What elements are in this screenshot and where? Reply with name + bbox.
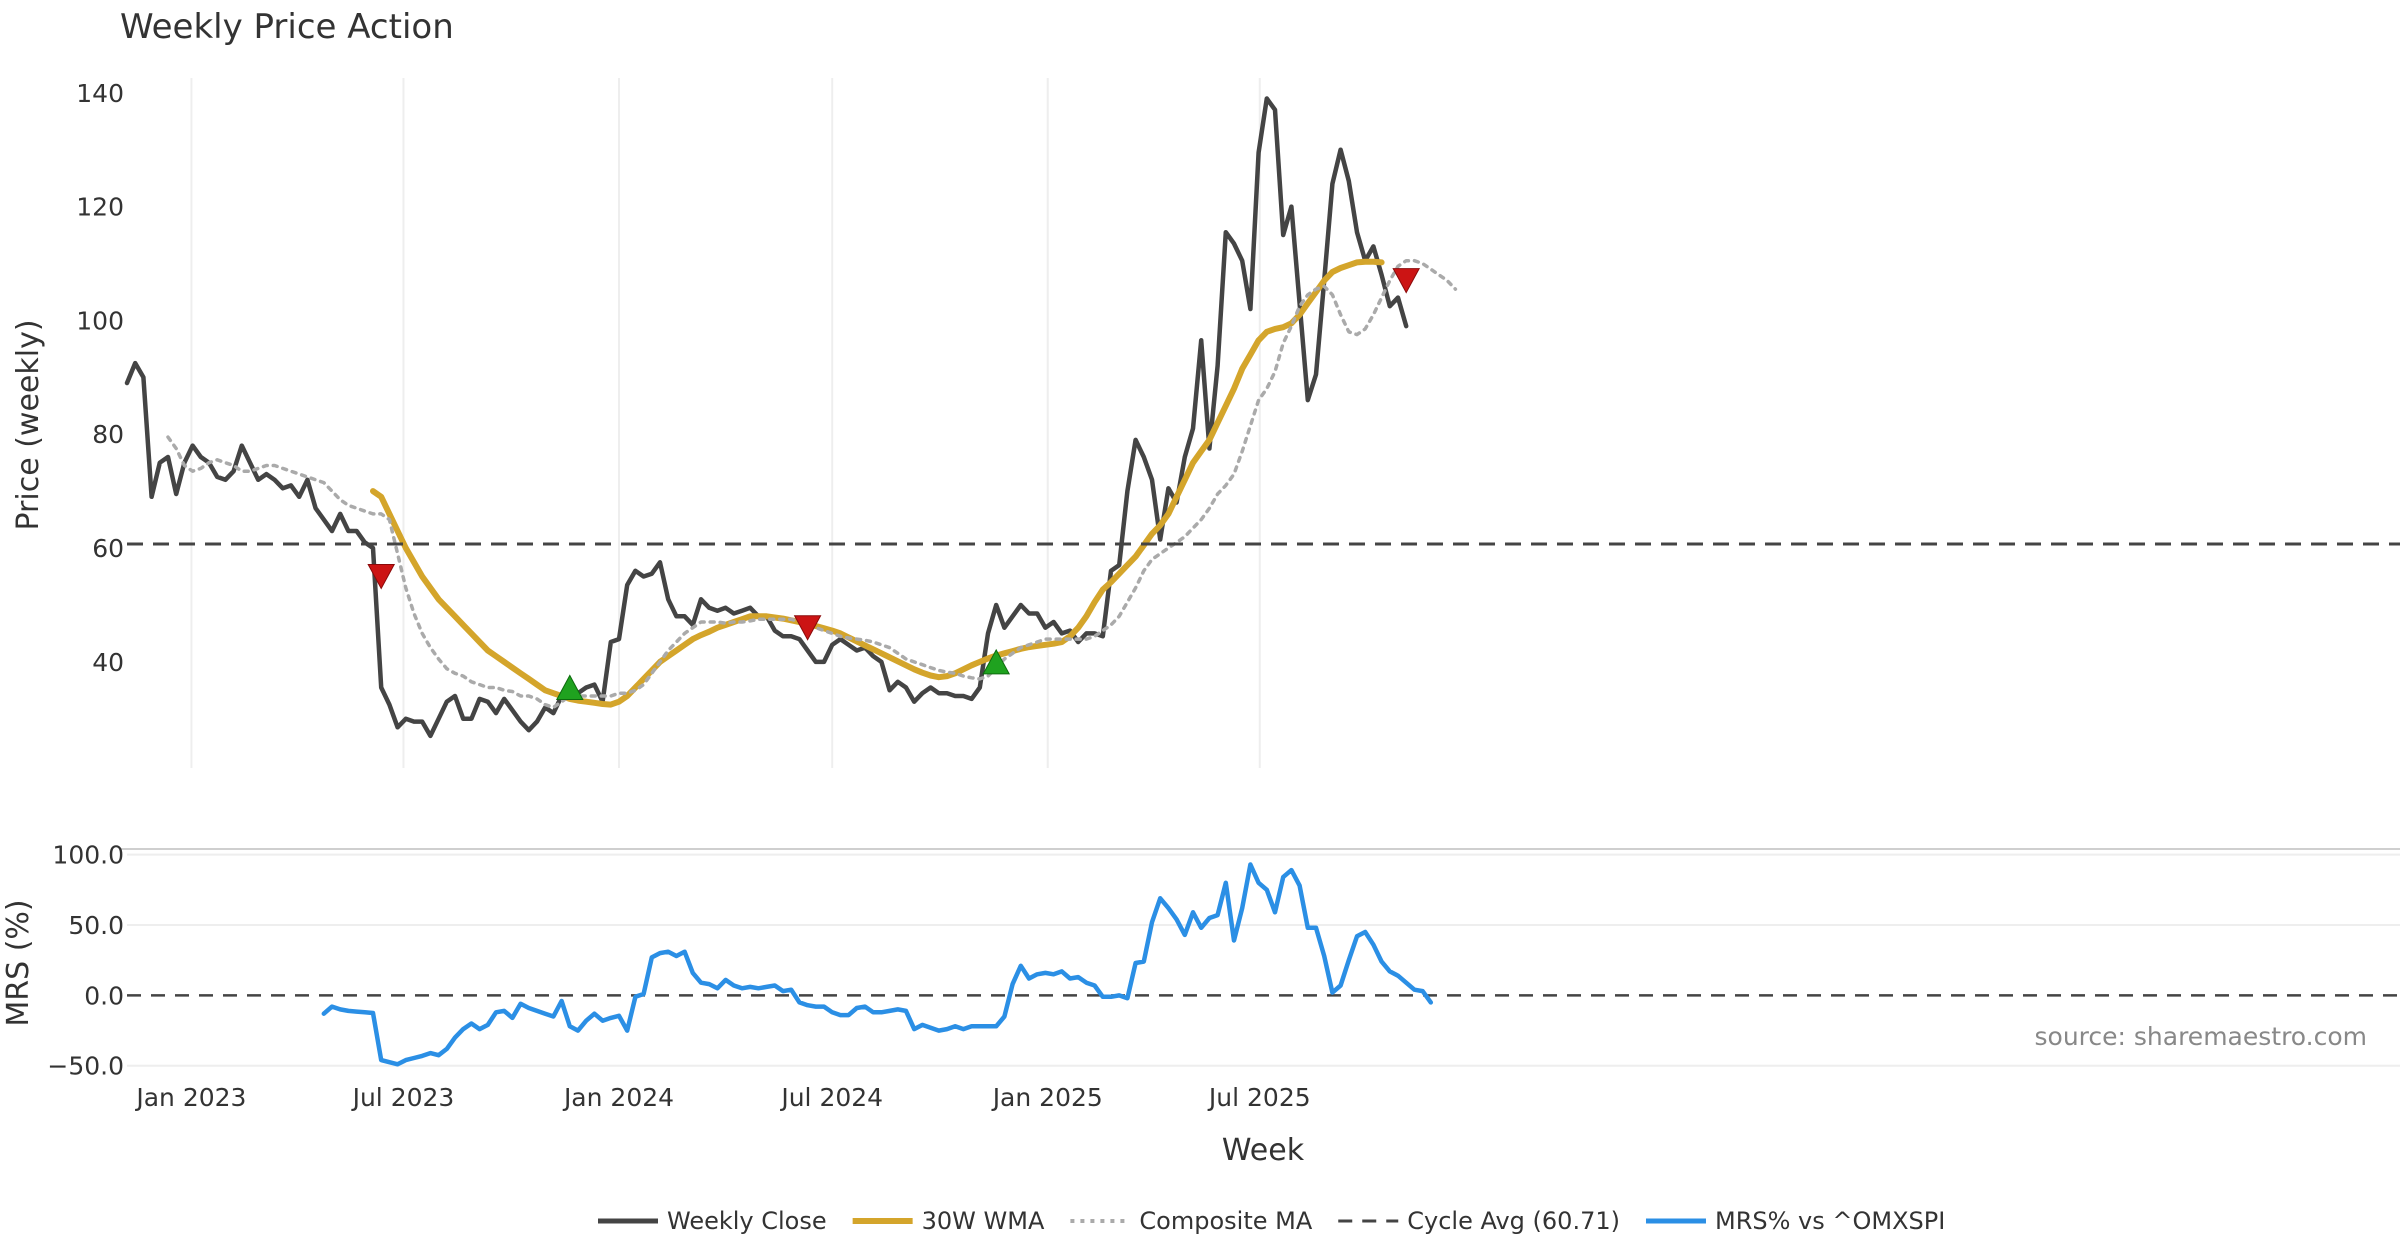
price-series-group [124, 96, 2400, 739]
price-panel-gridlines [190, 78, 1261, 768]
legend-label-4: MRS% vs ^OMXSPI [1715, 1207, 1945, 1235]
mrs-y-axis-label: MRS (%) [1, 899, 36, 1026]
legend: Weekly Close 30W WMA Composite MA Cycle Avg… [598, 1207, 1945, 1235]
legend-label-3: Cycle Avg (60.71) [1407, 1207, 1620, 1235]
mrs-y-tick-1: 0.0 [84, 981, 124, 1010]
x-tick-1: Jul 2023 [351, 1083, 455, 1112]
price-y-tick-0: 40 [92, 648, 124, 677]
chart-title: Weekly Price Action [120, 7, 454, 47]
price-y-tick-4: 120 [76, 193, 124, 222]
series-weekly-close-line [124, 96, 1409, 739]
x-tick-2: Jan 2024 [562, 1083, 674, 1112]
price-y-tick-5: 140 [76, 79, 124, 108]
sell-signal-marker [367, 564, 396, 590]
x-axis-label: Week [1222, 1133, 1305, 1168]
x-axis-ticks: Jan 2023 Jul 2023 Jan 2024 Jul 2024 Jan 2025… [134, 1083, 1310, 1112]
buy-signal-marker [555, 674, 584, 700]
x-tick-5: Jul 2025 [1207, 1083, 1311, 1112]
legend-label-1: 30W WMA [922, 1207, 1045, 1235]
price-y-tick-3: 100 [76, 306, 124, 335]
series-30w-wma-line [370, 258, 1385, 708]
x-tick-4: Jan 2025 [991, 1083, 1103, 1112]
legend-label-2: Composite MA [1139, 1207, 1312, 1235]
series-mrs-line [321, 862, 1434, 1067]
mrs-y-axis-ticks: −50.0 0.0 50.0 100.0 [47, 841, 124, 1081]
price-y-axis-label: Price (weekly) [11, 319, 46, 530]
mrs-y-tick-3: 100.0 [52, 841, 124, 870]
series-composite-ma-line [166, 258, 1458, 710]
mrs-panel-gridlines [127, 853, 2400, 1067]
source-note: source: sharemaestro.com [2035, 1022, 2368, 1051]
mrs-series-group [321, 862, 1434, 1067]
x-tick-3: Jul 2024 [779, 1083, 883, 1112]
price-y-axis-ticks: 40 60 80 100 120 140 [76, 79, 124, 677]
mrs-y-tick-0: −50.0 [47, 1052, 124, 1081]
price-y-tick-2: 80 [92, 420, 124, 449]
mrs-y-tick-2: 50.0 [68, 911, 124, 940]
legend-label-0: Weekly Close [667, 1207, 827, 1235]
sell-signal-marker [793, 615, 822, 641]
signal-markers [367, 268, 1421, 700]
price-y-tick-1: 60 [92, 534, 124, 563]
x-tick-0: Jan 2023 [134, 1083, 246, 1112]
sell-signal-marker [1392, 268, 1421, 294]
buy-signal-marker [982, 648, 1011, 675]
